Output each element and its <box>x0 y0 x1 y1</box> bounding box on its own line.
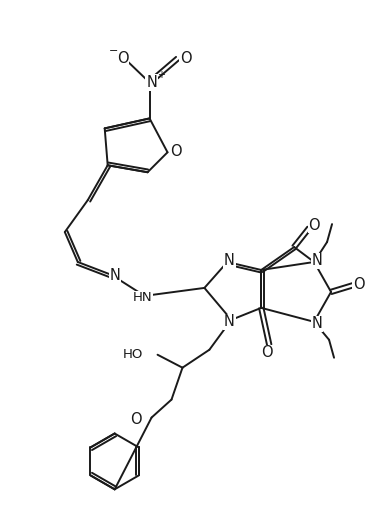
Text: N: N <box>312 253 323 268</box>
Text: +: + <box>157 69 165 80</box>
Text: O: O <box>117 51 128 66</box>
Text: O: O <box>353 278 365 293</box>
Text: N: N <box>146 75 157 90</box>
Text: HO: HO <box>123 348 143 361</box>
Text: N: N <box>224 253 235 268</box>
Text: O: O <box>308 218 320 233</box>
Text: N: N <box>109 268 120 283</box>
Text: N: N <box>312 316 323 332</box>
Text: N: N <box>224 314 235 329</box>
Text: O: O <box>261 345 273 360</box>
Text: HN: HN <box>133 292 153 305</box>
Text: O: O <box>130 412 142 427</box>
Text: O: O <box>170 144 181 159</box>
Text: O: O <box>180 51 191 66</box>
Text: −: − <box>109 46 118 55</box>
